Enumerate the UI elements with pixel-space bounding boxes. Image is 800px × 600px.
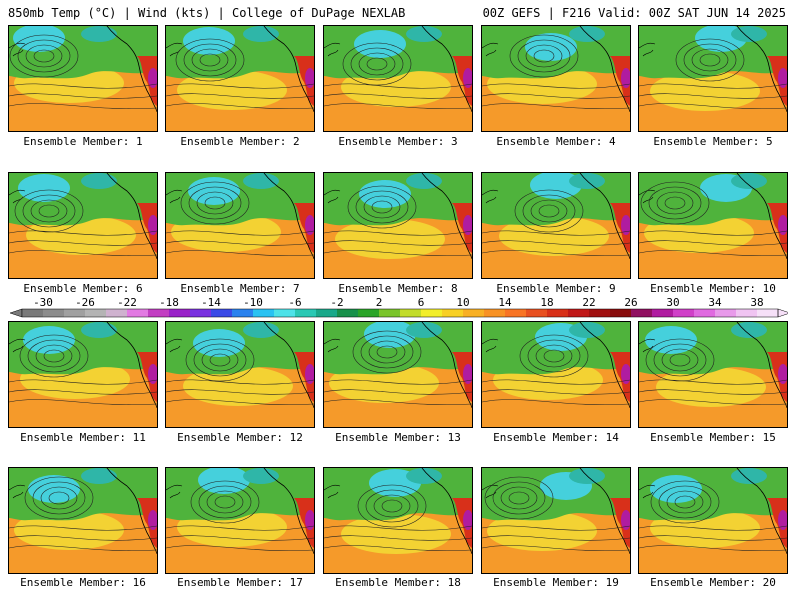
ensemble-member-label: Ensemble Member: 2: [180, 135, 300, 148]
colorbar-tick-label: 10: [456, 296, 469, 309]
colorbar-swatch: [127, 309, 149, 317]
ensemble-map-panel: [638, 467, 788, 574]
colorbar-swatch: [400, 309, 422, 317]
ensemble-map-panel: [165, 25, 315, 132]
colorbar-swatch: [64, 309, 86, 317]
colorbar-swatch: [295, 309, 317, 317]
colorbar-tick-label: -22: [117, 296, 137, 309]
ensemble-member-label: Ensemble Member: 9: [496, 282, 616, 295]
colorbar-tick-label: 14: [498, 296, 512, 309]
colorbar-swatch: [358, 309, 380, 317]
ensemble-member-label: Ensemble Member: 20: [650, 576, 776, 589]
colorbar-swatch: [211, 309, 233, 317]
colorbar-tick-label: 34: [708, 296, 722, 309]
ensemble-member-label: Ensemble Member: 10: [650, 282, 776, 295]
colorbar-tick-label: -6: [288, 296, 301, 309]
colorbar-swatch: [379, 309, 401, 317]
colorbar-min-arrow: [9, 308, 23, 318]
colorbar-tick-label: -18: [159, 296, 179, 309]
ensemble-map-panel: [323, 172, 473, 279]
ensemble-map-panel: [323, 321, 473, 428]
ensemble-map-panel: [165, 172, 315, 279]
colorbar-swatch: [568, 309, 590, 317]
colorbar-tick-label: 26: [624, 296, 637, 309]
colorbar-swatch: [610, 309, 632, 317]
colorbar-tick-label: 2: [376, 296, 383, 309]
colorbar-swatch: [316, 309, 338, 317]
colorbar-swatch: [337, 309, 359, 317]
ensemble-member-label: Ensemble Member: 8: [338, 282, 458, 295]
colorbar-tick-label: -2: [330, 296, 343, 309]
colorbar-tick-label: -30: [33, 296, 53, 309]
temperature-colorbar: -30 -26 -22 -18 -14 -10 -6 -2 2 6 10 14 18 22 26 30 34 38…: [8, 296, 788, 322]
colorbar-swatch: [484, 309, 506, 317]
chart-title: 850mb Temp (°C) | Wind (kts) | College o…: [8, 6, 406, 20]
colorbar-swatch: [547, 309, 569, 317]
ensemble-member-label: Ensemble Member: 3: [338, 135, 458, 148]
colorbar-swatch: [526, 309, 548, 317]
colorbar-swatch: [190, 309, 212, 317]
ensemble-member-label: Ensemble Member: 15: [650, 431, 776, 444]
colorbar-tick-label: -10: [243, 296, 263, 309]
ensemble-map-panel: [8, 25, 158, 132]
colorbar-swatch: [694, 309, 716, 317]
colorbar-swatch: [589, 309, 611, 317]
colorbar-swatch: [148, 309, 170, 317]
ensemble-member-label: Ensemble Member: 16: [20, 576, 146, 589]
ensemble-map-panel: [165, 467, 315, 574]
colorbar-tick-label: -14: [201, 296, 221, 309]
ensemble-map-panel: [8, 467, 158, 574]
ensemble-member-label: Ensemble Member: 7: [180, 282, 300, 295]
colorbar-tick-label: 30: [666, 296, 679, 309]
colorbar-swatch: [442, 309, 464, 317]
colorbar-tick-label: 38: [750, 296, 763, 309]
colorbar-tick-label: 6: [418, 296, 425, 309]
ensemble-map-panel: [323, 25, 473, 132]
colorbar-swatch: [253, 309, 275, 317]
ensemble-member-label: Ensemble Member: 12: [177, 431, 303, 444]
ensemble-map-panel: [638, 172, 788, 279]
ensemble-member-label: Ensemble Member: 4: [496, 135, 616, 148]
colorbar-swatch: [22, 309, 44, 317]
ensemble-map-panel: [323, 467, 473, 574]
colorbar-swatch: [43, 309, 65, 317]
ensemble-member-label: Ensemble Member: 6: [23, 282, 143, 295]
colorbar-swatch: [85, 309, 107, 317]
ensemble-member-label: Ensemble Member: 5: [653, 135, 773, 148]
colorbar-swatch: [274, 309, 296, 317]
ensemble-map-panel: [638, 321, 788, 428]
colorbar-tick-label: 18: [540, 296, 553, 309]
ensemble-member-label: Ensemble Member: 14: [493, 431, 619, 444]
colorbar-swatch: [169, 309, 191, 317]
ensemble-member-label: Ensemble Member: 1: [23, 135, 143, 148]
ensemble-map-panel: [8, 172, 158, 279]
ensemble-map-panel: [638, 25, 788, 132]
ensemble-member-label: Ensemble Member: 17: [177, 576, 303, 589]
ensemble-member-label: Ensemble Member: 18: [335, 576, 461, 589]
colorbar-swatch: [232, 309, 254, 317]
colorbar-swatch: [673, 309, 695, 317]
colorbar-swatch: [631, 309, 653, 317]
ensemble-map-panel: [165, 321, 315, 428]
run-valid-time: 00Z GEFS | F216 Valid: 00Z SAT JUN 14 20…: [482, 6, 786, 20]
colorbar-tick-label: -26: [75, 296, 95, 309]
ensemble-map-panel: [481, 321, 631, 428]
colorbar-swatch: [463, 309, 485, 317]
ensemble-map-panel: [481, 25, 631, 132]
ensemble-map-panel: [481, 172, 631, 279]
colorbar-swatch: [736, 309, 758, 317]
colorbar-swatch: [106, 309, 128, 317]
colorbar-swatch: [757, 309, 779, 317]
ensemble-map-panel: [481, 467, 631, 574]
colorbar-swatch: [652, 309, 674, 317]
colorbar-swatch: [421, 309, 443, 317]
ensemble-member-label: Ensemble Member: 13: [335, 431, 461, 444]
colorbar-tick-label: 22: [582, 296, 595, 309]
colorbar-swatch: [505, 309, 527, 317]
ensemble-member-label: Ensemble Member: 19: [493, 576, 619, 589]
colorbar-max-arrow: [777, 308, 788, 318]
ensemble-map-panel: [8, 321, 158, 428]
colorbar-swatch: [715, 309, 737, 317]
ensemble-member-label: Ensemble Member: 11: [20, 431, 146, 444]
